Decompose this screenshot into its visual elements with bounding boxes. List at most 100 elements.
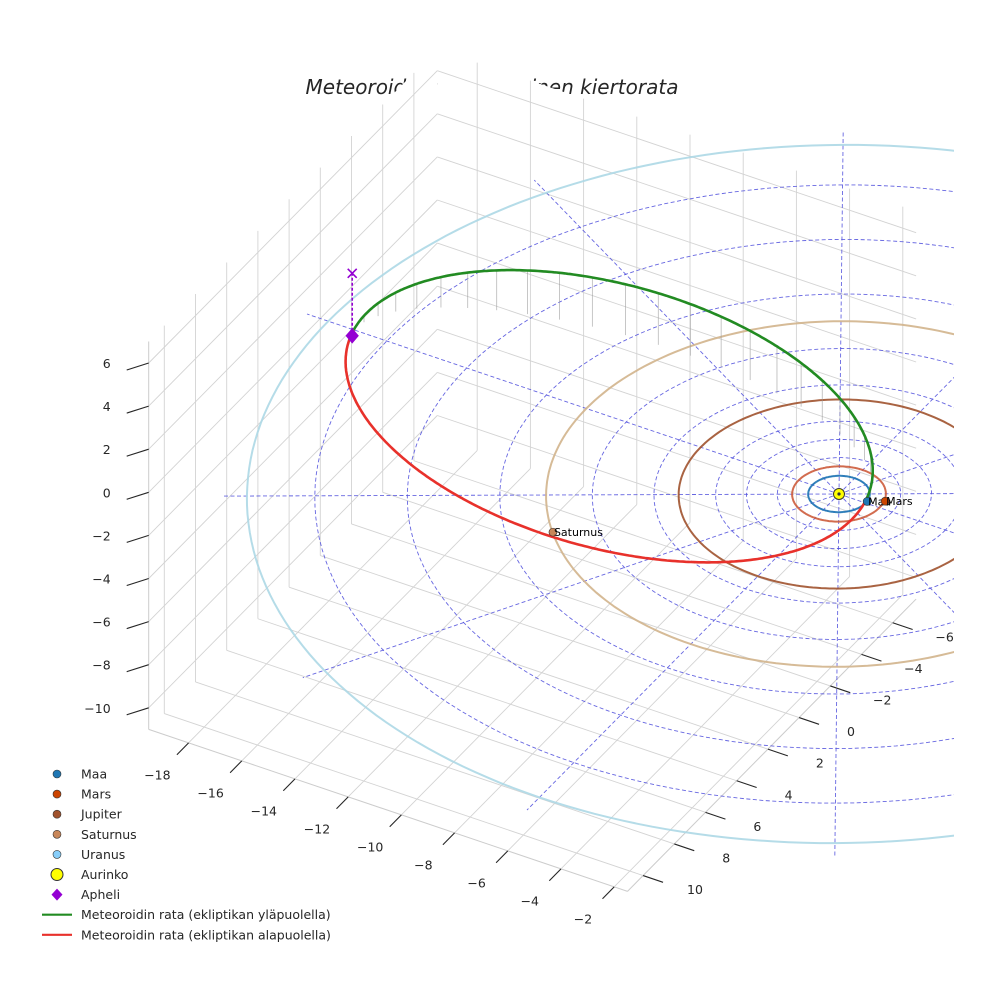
z-tick-mark [126, 491, 149, 500]
ecliptic-radial [838, 493, 954, 534]
z-tick-label: 2 [103, 442, 111, 457]
x-tick-mark [282, 778, 296, 792]
grid-line-z-back [437, 199, 917, 363]
legend-label: Jupiter [80, 807, 123, 822]
grid-line-z-back [437, 328, 917, 492]
y-tick-mark [861, 653, 882, 662]
x-tick-label: −6 [467, 875, 485, 890]
y-tick-label: −6 [935, 629, 953, 644]
z-tick-mark [126, 448, 149, 457]
legend-marker-sun [50, 868, 64, 881]
legend-label: Mars [81, 787, 111, 802]
grid-line-x-floor [294, 486, 584, 780]
orbit-maa [807, 474, 871, 514]
grid-line-y-floor [413, 460, 893, 624]
grid-line-z-side [148, 156, 438, 450]
grid-line-z-side [148, 285, 438, 579]
z-tick-label: −8 [92, 658, 110, 673]
planet-mars-marker [880, 496, 890, 506]
meteoroid-stems [363, 270, 874, 494]
grid-line-y-floor [226, 649, 706, 813]
grid-line-x-floor [454, 540, 744, 834]
aphelion-x-marker [347, 268, 358, 279]
planet-orbits [245, 143, 954, 845]
x-tick-label: −2 [574, 911, 592, 926]
y-tick-label: 2 [816, 756, 824, 771]
legend-marker-aphelion [51, 888, 63, 901]
legend-marker-maa [52, 769, 62, 779]
planet-label: Saturnus [554, 526, 603, 539]
orbit-mars [791, 465, 887, 523]
grid-line-x-floor [401, 522, 691, 816]
ecliptic-radial [838, 454, 954, 495]
x-axis-line [148, 728, 628, 892]
grid-line-z-back [437, 415, 917, 578]
y-tick-label: 6 [753, 819, 761, 834]
legend-marker-uranus [52, 850, 62, 859]
y-tick-mark [642, 875, 664, 883]
ecliptic-ring [653, 384, 954, 604]
legend-label: Apheli [81, 887, 120, 902]
grid-line-y-floor [320, 555, 800, 718]
x-tick-label: −4 [521, 893, 539, 908]
x-tick-label: −8 [414, 857, 432, 872]
z-tick-label: −6 [92, 615, 110, 630]
z-tick-mark [126, 534, 149, 543]
ecliptic-radial [222, 493, 840, 497]
ecliptic-radial [533, 179, 840, 495]
z-tick-label: 0 [103, 485, 111, 500]
x-tick-mark [602, 886, 615, 900]
x-tick-label: −16 [197, 785, 223, 800]
x-tick-mark [229, 760, 243, 774]
y-tick-label: 10 [687, 882, 703, 897]
planet-label: Mars [886, 495, 913, 508]
legend-label: Meteoroidin rata (ekliptikan yläpuolella… [81, 907, 331, 922]
ecliptic-radial [838, 493, 954, 614]
x-tick-mark [176, 742, 189, 756]
grid-line-z-side [148, 328, 438, 622]
orbit-uranus [245, 143, 954, 845]
legend-label: Meteoroidin rata (ekliptikan alapuolella… [81, 927, 331, 942]
y-tick-mark [705, 811, 726, 820]
grid-line-z-side [148, 113, 438, 407]
legend-label: Uranus [81, 847, 125, 862]
x-tick-mark [336, 796, 349, 810]
orbit-saturnus [545, 320, 954, 668]
grid-line-x-floor [188, 450, 478, 744]
x-tick-mark [442, 832, 455, 846]
z-tick-mark [126, 362, 149, 371]
y-tick-label: 4 [785, 787, 793, 802]
meteoroid-orbit-below [344, 329, 866, 564]
meteoroid-orbit-above [352, 268, 875, 504]
grid-line-z-side [148, 372, 438, 666]
grid-line-y-floor [195, 681, 675, 845]
grid-line-x-floor [347, 504, 638, 798]
grid-line-z-back [437, 70, 917, 234]
grid-line-y-floor [257, 618, 737, 782]
orbit-jupiter [677, 398, 954, 590]
z-tick-label: 4 [103, 399, 111, 414]
ecliptic-radial [526, 493, 840, 811]
legend-label: Maa [81, 767, 107, 782]
ecliptic-radial [834, 493, 840, 858]
x-tick-label: −14 [251, 803, 277, 818]
ecliptic-radial [838, 376, 954, 495]
y-tick-label: −2 [873, 692, 891, 707]
z-tick-label: 6 [103, 356, 111, 371]
z-tick-label: −4 [92, 572, 110, 587]
grid-line-z-side [148, 242, 438, 536]
grid-line-z-back [437, 371, 917, 535]
planet-saturnus-marker [548, 527, 558, 537]
y-tick-mark [830, 685, 851, 694]
x-tick-label: −12 [304, 821, 330, 836]
axis-grid [148, 62, 917, 888]
aphelion-marker [345, 328, 359, 344]
legend: Maa Mars Jupiter Saturnus Uranus Aurinko Aphel… [42, 767, 331, 942]
z-tick-label: −2 [92, 528, 110, 543]
ecliptic-radial [302, 493, 840, 679]
grid-line-x-floor [560, 576, 850, 870]
meteoroid-orbit [344, 268, 875, 564]
grid-line-x-floor [241, 468, 531, 762]
y-tick-mark [736, 780, 757, 789]
